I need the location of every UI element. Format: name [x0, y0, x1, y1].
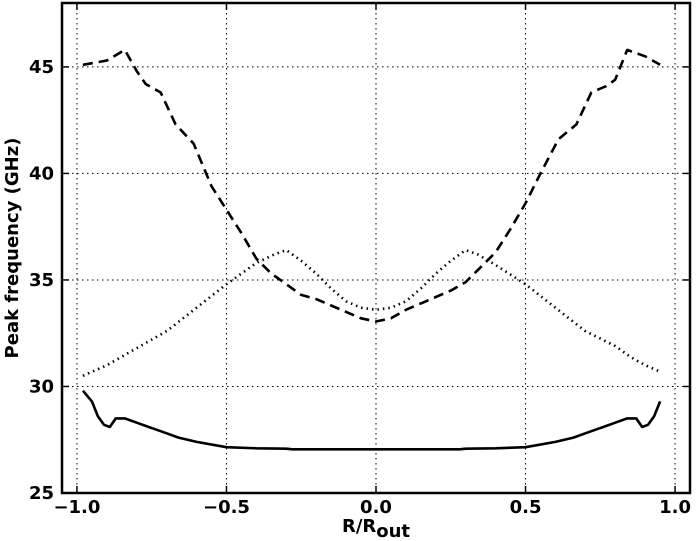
y-tick-label: 25 — [29, 483, 54, 504]
y-tick-labels: 25 30 35 40 45 — [29, 57, 54, 504]
x-axis-label-subscript: out — [376, 521, 410, 541]
series-line-dotted — [82, 248, 661, 377]
y-tick-label: 45 — [29, 57, 54, 78]
x-tick-label: 1.0 — [659, 497, 691, 518]
y-axis-label: Peak frequency (GHz) — [2, 138, 23, 359]
x-axis-label-main: R/R — [342, 516, 376, 537]
x-tick-label: 0.5 — [510, 497, 542, 518]
x-axis-label: R/Rout — [342, 516, 410, 541]
y-tick-label: 40 — [29, 163, 54, 184]
series-line-dashed — [82, 48, 661, 323]
y-tick-label: 35 — [29, 270, 54, 291]
tick-marks — [62, 3, 690, 494]
x-tick-label: −0.5 — [203, 497, 250, 518]
x-tick-labels: −1.0 −0.5 0.0 0.5 1.0 — [53, 497, 691, 518]
series-line-solid — [81, 389, 662, 451]
x-tick-label: −1.0 — [53, 497, 100, 518]
x-tick-label: 0.0 — [360, 497, 392, 518]
y-tick-label: 30 — [29, 376, 54, 397]
grid-lines — [62, 3, 690, 494]
series-lines — [81, 48, 662, 451]
